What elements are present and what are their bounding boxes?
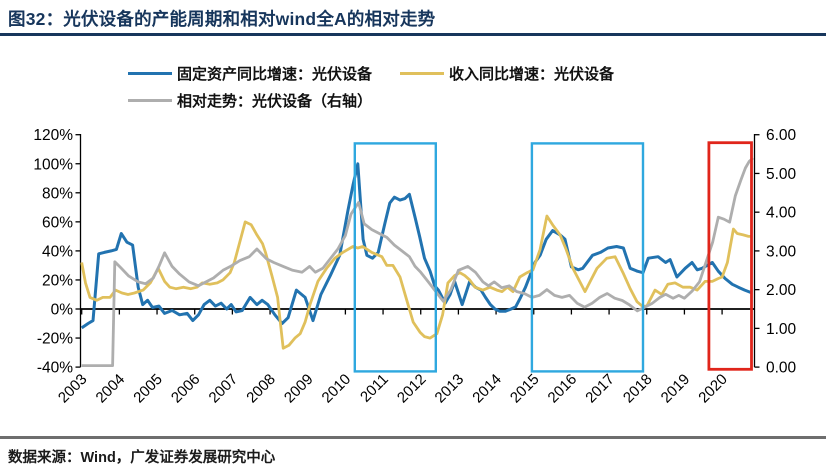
right-axis-tick-label: 5.00 (766, 166, 797, 183)
legend-item-fixed-asset: 固定资产同比增速：光伏设备 (128, 63, 372, 84)
fixed-asset-line-swatch (128, 71, 172, 76)
left-axis-tick-label: -20% (37, 331, 73, 348)
legend-label: 固定资产同比增速：光伏设备 (177, 66, 373, 83)
series-line-0 (80, 162, 753, 330)
title-divider (0, 33, 826, 36)
x-axis-tick-label: 2009 (281, 371, 317, 407)
legend-row-1: 固定资产同比增速：光伏设备 收入同比增速：光伏设备 (128, 63, 614, 84)
x-axis-tick-label: 2015 (507, 371, 543, 407)
x-axis-tick-label: 2019 (658, 371, 694, 407)
x-axis-tick-label: 2020 (695, 371, 731, 407)
legend-label: 收入同比增速：光伏设备 (449, 66, 615, 83)
x-axis-tick-label: 2006 (168, 371, 204, 407)
x-axis-tick-label: 2012 (394, 371, 430, 407)
right-axis-tick-label: 3.00 (766, 243, 797, 260)
left-axis-tick-label: 40% (42, 243, 73, 260)
x-axis-tick-label: 2007 (206, 371, 242, 407)
x-axis-tick-label: 2008 (243, 371, 279, 407)
revenue-line-swatch (400, 71, 445, 76)
x-axis-tick-label: 2010 (319, 371, 355, 407)
legend-row-2: 相对走势：光伏设备（右轴） (128, 90, 372, 111)
legend-item-revenue: 收入同比增速：光伏设备 (400, 63, 614, 84)
right-axis-tick-label: 4.00 (766, 205, 797, 222)
left-axis-tick-label: 0% (51, 302, 74, 319)
data-source-note: 数据来源：Wind，广发证券发展研究中心 (8, 450, 276, 466)
left-axis-tick-label: 100% (33, 156, 73, 173)
page-title: 图32：光伏设备的产能周期和相对wind全A的相对走势 (8, 9, 436, 29)
highlight-box-2 (530, 142, 645, 373)
right-axis-tick-label: 0.00 (766, 360, 797, 377)
left-axis-tick-label: 60% (42, 214, 73, 231)
x-axis-tick-label: 2005 (130, 371, 166, 407)
relative-trend-line-swatch (128, 98, 172, 103)
series-line-1 (80, 214, 753, 350)
x-axis-tick-label: 2014 (469, 371, 505, 407)
highlight-box-1 (353, 142, 437, 373)
x-axis-tick-label: 2011 (357, 371, 392, 406)
left-axis-tick-label: -40% (37, 360, 73, 377)
series-line-2 (81, 156, 754, 368)
right-axis-tick-label: 6.00 (766, 127, 797, 144)
x-axis-tick-label: 2018 (620, 371, 656, 407)
footer-divider (0, 436, 826, 439)
x-axis-tick-label: 2004 (93, 371, 129, 407)
right-axis-tick-label: 1.00 (766, 321, 797, 338)
left-axis-tick-label: 120% (33, 127, 73, 144)
x-axis-tick-label: 2016 (545, 371, 581, 407)
highlight-box-3 (707, 141, 753, 371)
legend-item-relative-trend: 相对走势：光伏设备（右轴） (128, 90, 372, 111)
x-axis-tick-label: 2013 (432, 371, 468, 407)
left-axis-tick-label: 80% (42, 185, 73, 202)
legend-label: 相对走势：光伏设备（右轴） (177, 93, 373, 110)
x-axis-tick-label: 2017 (582, 371, 618, 407)
left-axis-tick-label: 20% (42, 272, 73, 289)
right-axis-tick-label: 2.00 (766, 282, 797, 299)
